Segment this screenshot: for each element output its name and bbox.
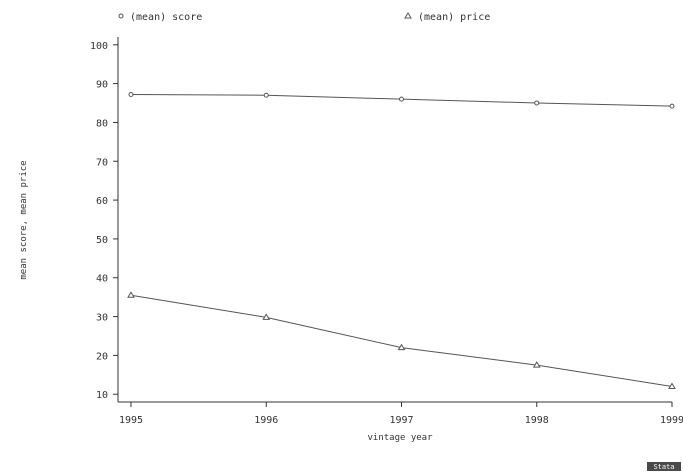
legend-label-price: (mean) price: [418, 12, 490, 23]
y-tick-label: 100: [90, 41, 108, 52]
data-point-score: [534, 100, 540, 106]
y-axis-title: mean score, mean price: [19, 160, 29, 279]
stata-logo-text: Stata: [653, 463, 674, 471]
x-axis-ticks: 1995 1996 1997 1998 1999: [119, 402, 683, 426]
x-tick-label: 1999: [660, 415, 683, 426]
data-point-score: [263, 92, 269, 98]
legend-marker-score: [118, 13, 124, 19]
data-point-price: [532, 361, 541, 368]
x-tick-label: 1997: [389, 415, 413, 426]
y-tick-label: 80: [96, 118, 108, 129]
y-axis-ticks: 10 20 30 40 50 60 70 80 90 100: [90, 41, 118, 401]
data-point-price: [668, 382, 676, 389]
legend-item-price: (mean) price: [404, 12, 490, 23]
y-tick-label: 20: [96, 351, 108, 362]
x-tick-label: 1995: [119, 415, 143, 426]
stata-logo: Stata: [647, 462, 681, 471]
y-tick-label: 60: [96, 196, 108, 207]
x-axis-title: vintage year: [367, 433, 433, 443]
data-point-score: [399, 96, 404, 102]
data-point-price: [127, 291, 135, 298]
legend-marker-price: [404, 12, 412, 19]
data-point-price: [397, 343, 406, 351]
y-tick-label: 90: [96, 80, 108, 91]
plot-area: [127, 91, 676, 389]
x-tick-label: 1998: [525, 415, 549, 426]
data-point-score: [669, 103, 675, 109]
data-point-price: [262, 313, 271, 320]
y-tick-label: 10: [96, 390, 108, 401]
x-tick-label: 1996: [254, 415, 278, 426]
data-point-score: [128, 91, 134, 97]
series-line-price: [130, 294, 673, 387]
legend: (mean) score (mean) price: [118, 12, 490, 23]
y-tick-label: 40: [96, 274, 108, 285]
y-tick-label: 50: [96, 235, 108, 246]
y-tick-label: 30: [96, 313, 108, 324]
y-tick-label: 70: [96, 157, 108, 168]
legend-label-score: (mean) score: [130, 12, 202, 23]
legend-item-score: (mean) score: [118, 12, 202, 23]
